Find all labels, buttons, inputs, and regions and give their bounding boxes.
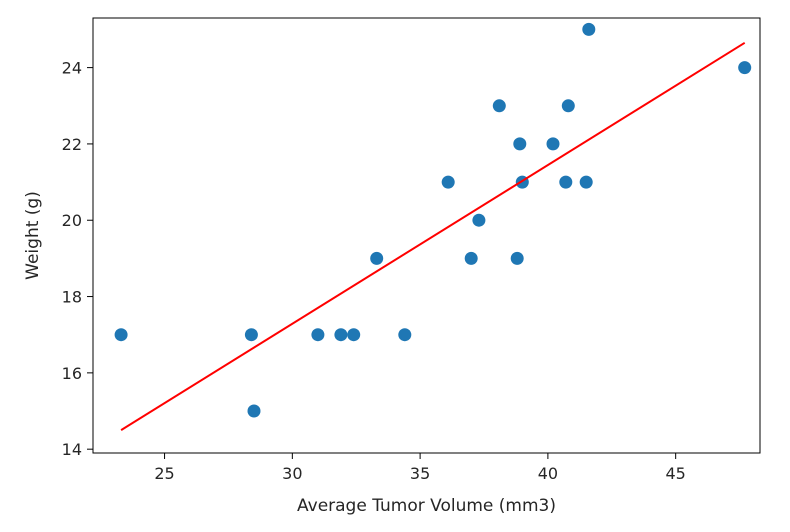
data-point-7 xyxy=(398,328,412,342)
x-axis-ticks: 25 30 35 40 45 xyxy=(154,453,686,483)
data-point-9 xyxy=(464,251,478,265)
data-point-12 xyxy=(510,251,524,265)
data-point-11 xyxy=(492,99,506,113)
data-point-2 xyxy=(247,404,261,418)
x-tick-label-25: 25 xyxy=(154,464,174,483)
data-points xyxy=(114,22,752,418)
data-point-18 xyxy=(579,175,593,189)
data-point-13 xyxy=(513,137,527,151)
x-tick-label-45: 45 xyxy=(665,464,685,483)
y-tick-label-16: 16 xyxy=(62,364,82,383)
x-axis-label: Average Tumor Volume (mm3) xyxy=(297,496,556,516)
data-point-5 xyxy=(347,328,361,342)
y-tick-label-22: 22 xyxy=(62,135,82,154)
y-tick-label-20: 20 xyxy=(62,211,82,230)
plot-area xyxy=(93,18,760,453)
data-point-6 xyxy=(370,251,384,265)
y-tick-label-18: 18 xyxy=(62,288,82,307)
data-point-1 xyxy=(244,328,258,342)
y-axis-label: Weight (g) xyxy=(23,191,43,280)
data-point-0 xyxy=(114,328,128,342)
data-point-16 xyxy=(559,175,573,189)
data-point-20 xyxy=(738,61,752,75)
data-point-3 xyxy=(311,328,325,342)
x-tick-label-30: 30 xyxy=(282,464,302,483)
plot-frame xyxy=(92,17,761,454)
data-point-10 xyxy=(472,213,486,227)
data-point-15 xyxy=(546,137,560,151)
regression-line-group xyxy=(120,41,746,431)
x-tick-label-35: 35 xyxy=(410,464,430,483)
data-point-17 xyxy=(561,99,575,113)
regression-line xyxy=(120,41,746,431)
data-point-8 xyxy=(441,175,455,189)
y-axis-ticks: 14 16 18 20 22 24 xyxy=(62,59,93,459)
data-point-19 xyxy=(582,22,596,36)
x-tick-label-40: 40 xyxy=(538,464,558,483)
y-tick-label-14: 14 xyxy=(62,440,82,459)
data-point-4 xyxy=(334,328,348,342)
y-tick-label-24: 24 xyxy=(62,59,82,78)
